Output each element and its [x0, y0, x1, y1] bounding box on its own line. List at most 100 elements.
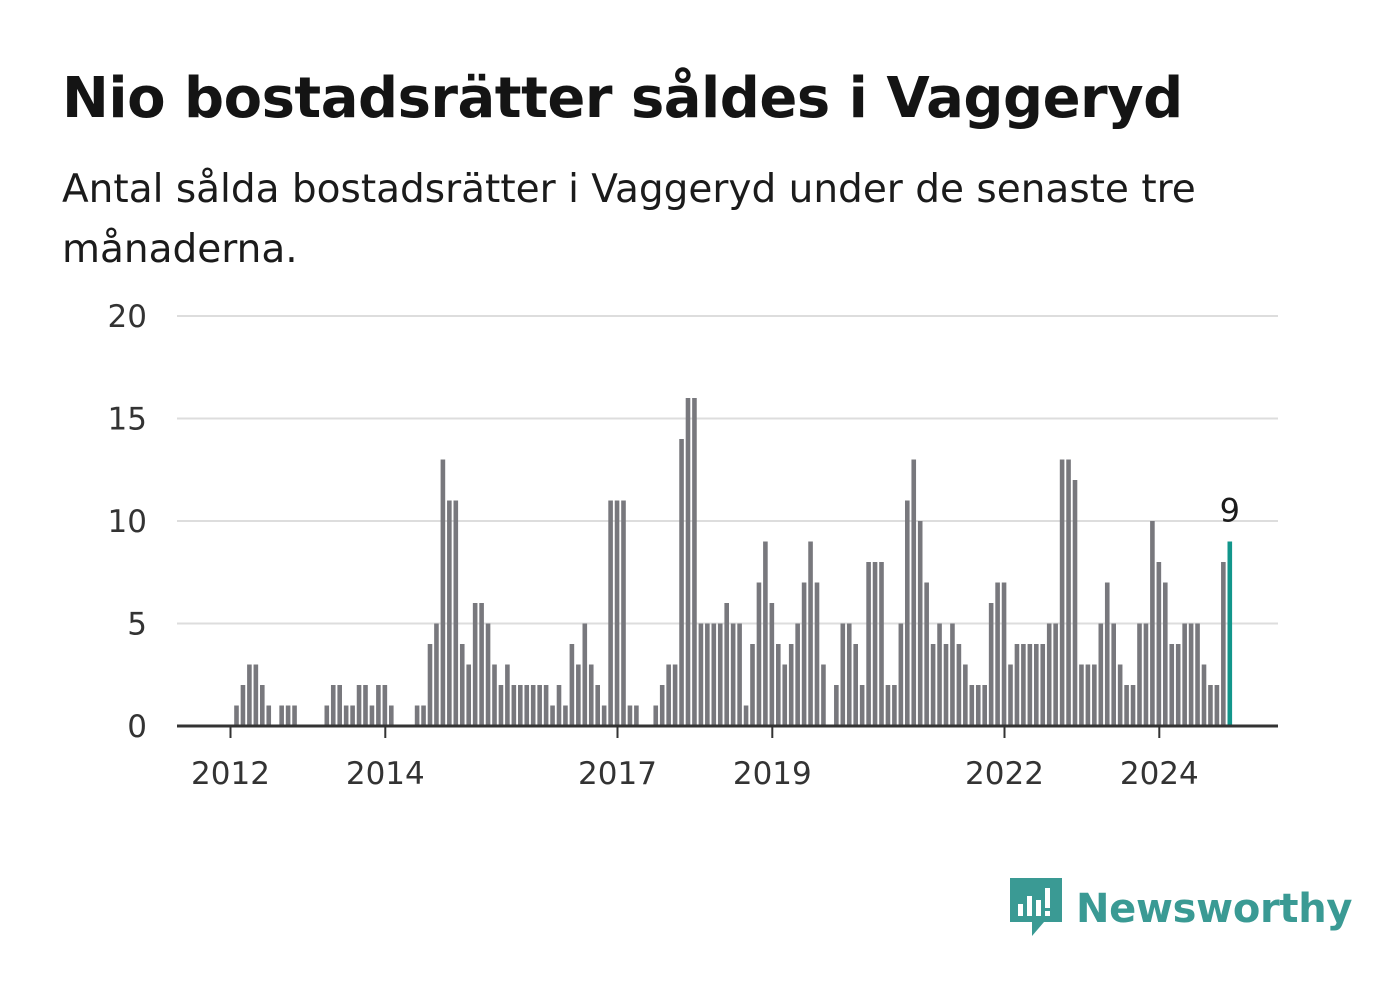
bar [634, 705, 639, 726]
bar [1079, 664, 1084, 726]
bar [1163, 582, 1168, 726]
chart-title: Nio bostadsrätter såldes i Vaggeryd [62, 66, 1183, 131]
y-tick-label: 0 [127, 709, 147, 745]
bar [1066, 459, 1071, 726]
bar [1001, 582, 1007, 726]
bar [1169, 644, 1175, 726]
bar [530, 685, 536, 726]
bar [614, 500, 620, 726]
bar [1098, 623, 1104, 726]
bar [1137, 623, 1142, 726]
bar [698, 623, 704, 726]
bar [963, 664, 968, 726]
bar [892, 685, 897, 726]
bar [782, 664, 788, 726]
bar [859, 685, 865, 726]
bar [324, 705, 330, 726]
bar [266, 705, 272, 726]
bar [1130, 685, 1136, 726]
bar [389, 705, 394, 726]
bar [1021, 644, 1026, 726]
bar [279, 705, 284, 726]
bar [369, 705, 375, 726]
newsworthy-logo: Newsworthy [1010, 876, 1353, 942]
bar [382, 685, 388, 726]
bar [737, 623, 742, 726]
y-axis-ticks: 0 5 10 15 20 [108, 299, 147, 745]
bar [956, 644, 962, 726]
bar [356, 685, 362, 726]
logo-text: Newsworthy [1076, 886, 1353, 932]
bar [582, 623, 588, 726]
bar [485, 623, 491, 726]
bar [627, 705, 633, 726]
bar [447, 500, 452, 726]
bar [653, 705, 659, 726]
x-axis-ticks: 2012 2014 2017 2019 2022 2024 [191, 726, 1199, 792]
y-tick-label: 20 [108, 299, 147, 335]
bar [440, 459, 446, 726]
bar [363, 685, 368, 726]
bar [569, 644, 575, 726]
bar [911, 459, 917, 726]
bar [969, 685, 975, 726]
y-tick-label: 5 [127, 607, 147, 643]
bar [595, 685, 600, 726]
bar [1027, 644, 1033, 726]
bar [724, 603, 729, 726]
bar [343, 705, 349, 726]
bar [1053, 623, 1058, 726]
bar [1195, 623, 1200, 726]
bar [621, 500, 626, 726]
bar [950, 623, 955, 726]
bar [988, 603, 994, 726]
bar [821, 664, 826, 726]
bars [234, 398, 1233, 726]
bar [518, 685, 523, 726]
bar [1143, 623, 1149, 726]
bar [898, 623, 904, 726]
bar [937, 623, 942, 726]
bar [1046, 623, 1052, 726]
bar [466, 664, 471, 726]
bar [685, 398, 691, 726]
bar [1156, 562, 1162, 726]
bar [1150, 521, 1155, 726]
bar [1059, 459, 1065, 726]
bar [1008, 664, 1013, 726]
x-tick-label: 2017 [578, 756, 657, 792]
bar [427, 644, 433, 726]
bar [905, 500, 910, 726]
bar [776, 644, 781, 726]
x-tick-label: 2012 [191, 756, 270, 792]
bar [608, 500, 613, 726]
bar [1124, 685, 1129, 726]
bar [563, 705, 568, 726]
bar [492, 664, 497, 726]
bar [756, 582, 762, 726]
highlight-value-label: 9 [1220, 492, 1240, 530]
bar [795, 623, 800, 726]
bar-chart: 0 5 10 15 20 2012 2014 2017 2019 2022 2024 9 [108, 299, 1278, 792]
bar [414, 705, 420, 726]
bar [576, 664, 581, 726]
bar [459, 644, 465, 726]
bar [801, 582, 807, 726]
bar [808, 541, 813, 726]
bar [524, 685, 530, 726]
bar [769, 603, 775, 726]
bar [350, 705, 355, 726]
x-tick-label: 2022 [965, 756, 1044, 792]
bar [1072, 480, 1078, 726]
bar [717, 623, 723, 726]
bar [879, 562, 884, 726]
bar [511, 685, 517, 726]
bar [763, 541, 768, 726]
bar [982, 685, 987, 726]
bar [1085, 664, 1091, 726]
bar [453, 500, 459, 726]
bar [840, 623, 846, 726]
bar [434, 623, 439, 726]
bar [1182, 623, 1187, 726]
chart-subtitle: Antal sålda bostadsrätter i Vaggeryd und… [62, 167, 1196, 272]
